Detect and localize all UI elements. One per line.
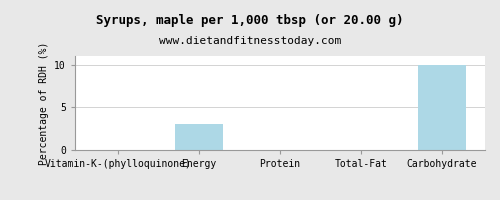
Y-axis label: Percentage of RDH (%): Percentage of RDH (%): [38, 41, 48, 165]
Text: Syrups, maple per 1,000 tbsp (or 20.00 g): Syrups, maple per 1,000 tbsp (or 20.00 g…: [96, 14, 404, 27]
Bar: [174, 124, 224, 150]
Bar: [418, 65, 467, 150]
Text: www.dietandfitnesstoday.com: www.dietandfitnesstoday.com: [159, 36, 341, 46]
